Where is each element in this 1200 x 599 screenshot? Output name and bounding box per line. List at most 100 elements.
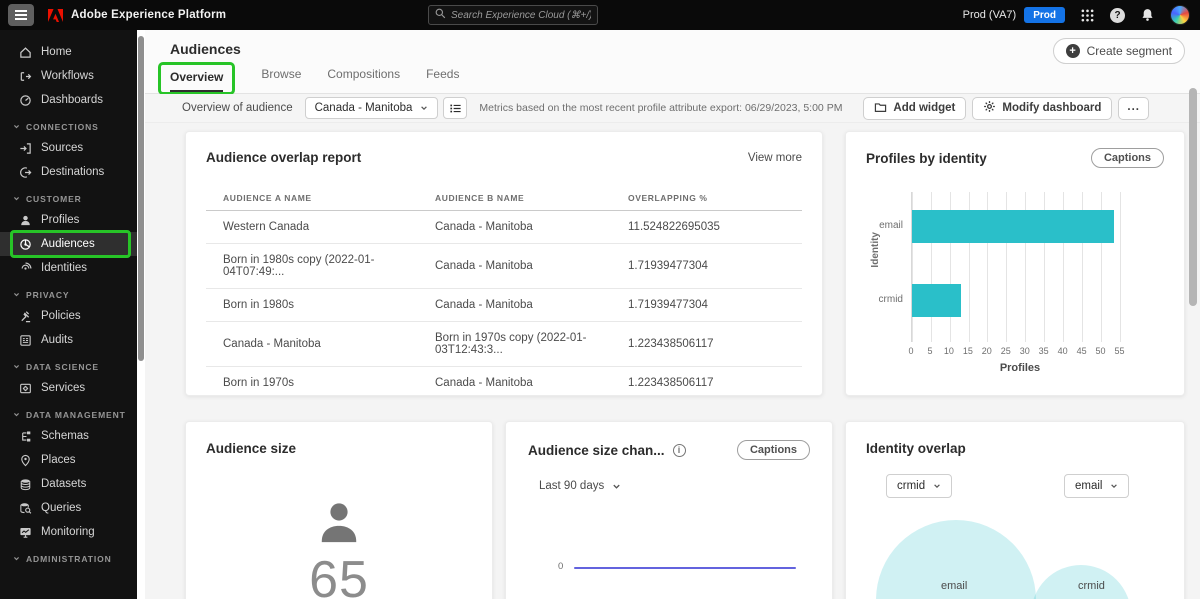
date-range-value: Last 90 days <box>539 480 605 492</box>
sidebar-item-services[interactable]: Services <box>0 376 137 400</box>
identity-overlap-card: Identity overlap crmid email email crmid <box>845 421 1185 599</box>
global-search[interactable] <box>428 5 598 25</box>
view-more-link[interactable]: View more <box>747 151 802 164</box>
sidebar-item-profiles[interactable]: Profiles <box>0 208 137 232</box>
audience-a-cell: Born in 1970s <box>223 377 294 389</box>
sidebar-item-datasets[interactable]: Datasets <box>0 472 137 496</box>
audience-a-cell: Western Canada <box>223 221 310 233</box>
add-widget-button[interactable]: Add widget <box>863 96 967 120</box>
gridline <box>1006 192 1008 342</box>
modify-dashboard-button[interactable]: Modify dashboard <box>972 96 1113 120</box>
environment-label[interactable]: Prod (VA7) <box>962 9 1017 21</box>
app-switcher-icon[interactable] <box>1081 9 1094 22</box>
notifications-bell-icon[interactable] <box>1141 8 1154 22</box>
sidebar-section-privacy[interactable]: PRIVACY <box>0 287 137 302</box>
sidebar-item-home[interactable]: Home <box>0 40 137 64</box>
table-row[interactable]: Born in 1980s copy (2022-01-04T07:49:...… <box>206 244 802 289</box>
sidebar-item-workflows[interactable]: Workflows <box>0 64 137 88</box>
sidebar-item-monitoring[interactable]: Monitoring <box>0 520 137 544</box>
audience-dropdown[interactable]: Canada - Manitoba <box>304 97 439 119</box>
bar-crmid <box>912 284 962 317</box>
card-title: Identity overlap <box>866 441 966 456</box>
sidebar-section-data-management[interactable]: DATA MANAGEMENT <box>0 407 137 422</box>
column-header: OVERLAPPING % <box>628 193 708 203</box>
sidebar-scrollbar[interactable] <box>137 30 145 599</box>
sidebar-item-dashboards[interactable]: Dashboards <box>0 88 137 112</box>
x-tick-label: 45 <box>1076 346 1087 356</box>
user-avatar[interactable] <box>1170 5 1190 25</box>
create-segment-label: Create segment <box>1086 44 1172 58</box>
audience-overlap-report-card: Audience overlap report View more AUDIEN… <box>185 131 823 396</box>
table-row[interactable]: Western Canada Canada - Manitoba 11.5248… <box>206 211 802 244</box>
table-row[interactable]: Canada - Manitoba Born in 1970s copy (20… <box>206 322 802 367</box>
x-tick-label: 10 <box>943 346 954 356</box>
date-range-dropdown[interactable]: Last 90 days <box>539 480 621 492</box>
overlap-pct-cell: 1.71939477304 <box>628 299 708 311</box>
table-row[interactable]: Born in 1980s Canada - Manitoba 1.719394… <box>206 289 802 322</box>
category-label-email: email <box>879 220 903 231</box>
datasets-icon <box>18 478 32 491</box>
segment-list-button[interactable] <box>443 97 468 119</box>
sidebar-section-label: ADMINISTRATION <box>26 553 112 564</box>
info-icon[interactable]: i <box>672 443 686 457</box>
sidebar-section-label: CONNECTIONS <box>26 121 99 132</box>
identity-dropdown-right[interactable]: email <box>1064 474 1130 498</box>
gridline <box>1044 192 1046 342</box>
sidebar-item-queries[interactable]: Queries <box>0 496 137 520</box>
page-header: Audiences + Create segment Overview Brow… <box>145 30 1200 95</box>
sidebar-scrollbar-thumb[interactable] <box>138 36 144 361</box>
hamburger-menu-icon[interactable] <box>8 4 34 26</box>
environment-badge[interactable]: Prod <box>1024 7 1065 23</box>
tab-overview[interactable]: Overview <box>170 70 224 92</box>
create-segment-button[interactable]: + Create segment <box>1052 38 1185 64</box>
queries-icon <box>18 502 32 515</box>
column-header: AUDIENCE B NAME <box>435 193 525 203</box>
sidebar-item-audits[interactable]: Audits <box>0 328 137 352</box>
sidebar-section-connections[interactable]: CONNECTIONS <box>0 119 137 134</box>
chevron-down-icon <box>1110 482 1118 490</box>
captions-button[interactable]: Captions <box>1090 148 1164 168</box>
brand[interactable]: Adobe Experience Platform <box>48 8 227 22</box>
sidebar-item-destinations[interactable]: Destinations <box>0 160 137 184</box>
app-title: Adobe Experience Platform <box>71 9 227 21</box>
left-navigation: Home Workflows Dashboards CONNECTIONS So… <box>0 30 137 599</box>
table-row[interactable]: Born in 1970s Canada - Manitoba 1.223438… <box>206 367 802 395</box>
tab-feeds[interactable]: Feeds <box>426 66 460 81</box>
more-actions-button[interactable]: ... <box>1118 96 1149 120</box>
home-icon <box>18 46 32 59</box>
sidebar-item-policies[interactable]: Policies <box>0 304 137 328</box>
modify-dashboard-label: Modify dashboard <box>1002 102 1102 114</box>
tab-browse[interactable]: Browse <box>261 66 302 81</box>
gridline <box>987 192 989 342</box>
x-tick-label: 5 <box>927 346 933 356</box>
overlap-pct-cell: 1.71939477304 <box>628 260 708 272</box>
sidebar-item-sources[interactable]: Sources <box>0 136 137 160</box>
x-tick-label: 50 <box>1095 346 1106 356</box>
venn-label-email: email <box>941 580 968 592</box>
chevron-down-icon <box>13 411 20 418</box>
captions-button[interactable]: Captions <box>736 440 810 460</box>
help-icon[interactable]: ? <box>1110 7 1125 23</box>
main-scrollbar-thumb[interactable] <box>1189 88 1197 306</box>
sidebar-item-places[interactable]: Places <box>0 448 137 472</box>
search-input[interactable] <box>451 9 591 21</box>
tab-compositions[interactable]: Compositions <box>327 66 401 81</box>
sidebar-item-label: Queries <box>41 502 82 514</box>
identity-dropdown-left[interactable]: crmid <box>886 474 953 498</box>
metrics-note: Metrics based on the most recent profile… <box>479 102 843 114</box>
sidebar-item-label: Places <box>41 454 76 466</box>
sidebar-item-audiences[interactable]: Audiences <box>0 230 137 258</box>
sidebar-section-data-science[interactable]: DATA SCIENCE <box>0 359 137 374</box>
top-bar-right: Prod (VA7) Prod ? <box>963 0 1190 30</box>
sidebar-item-label: Dashboards <box>41 94 104 106</box>
adobe-logo-icon <box>48 8 63 22</box>
profiles-icon <box>18 214 32 227</box>
gridline <box>1081 192 1083 342</box>
audiences-icon <box>18 238 32 251</box>
audience-size-change-card: Audience size chan... i Captions Last 90… <box>505 421 833 599</box>
sidebar-section-administration[interactable]: ADMINISTRATION <box>0 551 137 566</box>
sidebar-item-schemas[interactable]: Schemas <box>0 424 137 448</box>
sidebar-item-identities[interactable]: Identities <box>0 256 137 280</box>
x-axis-label: Profiles <box>999 362 1041 374</box>
sidebar-section-customer[interactable]: CUSTOMER <box>0 191 137 206</box>
